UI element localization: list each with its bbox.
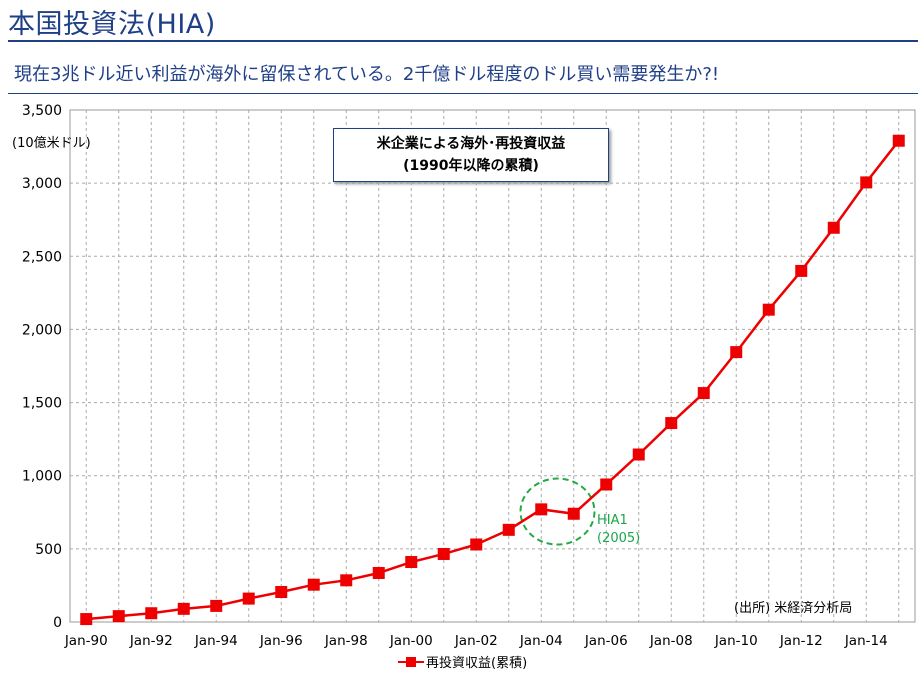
- y-tick-label: 1,500: [22, 396, 62, 412]
- data-point: [827, 221, 840, 234]
- data-point: [795, 264, 808, 277]
- hia-annotation-line2: (2005): [597, 531, 641, 546]
- plot-area: [69, 109, 916, 623]
- subtitle-divider: [8, 93, 918, 94]
- data-point: [340, 574, 353, 587]
- chart-title-line1: 米企業による海外･再投資収益: [376, 136, 566, 152]
- series-line: [86, 139, 900, 621]
- x-tick-label: Jan-10: [714, 633, 758, 649]
- y-tick-label: 0: [53, 615, 62, 631]
- chart-title-box: 米企業による海外･再投資収益 (1990年以降の累積): [333, 128, 609, 182]
- x-tick-label: Jan-14: [844, 633, 888, 649]
- y-tick-label: 2,000: [22, 322, 62, 338]
- data-point: [730, 346, 743, 359]
- data-point: [80, 613, 93, 626]
- y-tick-label: 1,000: [22, 469, 62, 485]
- legend-label: 再投資収益(累積): [426, 656, 528, 671]
- data-point: [145, 607, 158, 620]
- hia-annotation-line1: HIA1: [597, 513, 628, 528]
- y-tick-label: 500: [35, 542, 62, 558]
- data-point: [437, 547, 450, 560]
- x-tick-label: Jan-96: [259, 633, 303, 649]
- page-title: 本国投資法(HIA): [8, 9, 216, 40]
- hia-annotation-circle: [519, 477, 596, 546]
- x-tick-label: Jan-02: [454, 633, 498, 649]
- x-tick-label: Jan-94: [194, 633, 238, 649]
- hia-annotation-label: HIA1 (2005): [597, 512, 640, 548]
- data-point: [372, 566, 385, 579]
- data-point: [697, 387, 710, 400]
- data-point: [177, 602, 190, 615]
- x-tick-label: Jan-04: [519, 633, 563, 649]
- data-point: [470, 538, 483, 551]
- x-tick-label: Jan-06: [584, 633, 628, 649]
- data-point: [307, 578, 320, 591]
- x-tick-label: Jan-90: [64, 633, 108, 649]
- y-tick-label: 3,500: [22, 103, 62, 119]
- chart-title-line2: (1990年以降の累積): [403, 158, 539, 174]
- data-point: [242, 592, 255, 605]
- data-point: [632, 448, 645, 461]
- chart-legend: 再投資収益(累積): [398, 652, 527, 671]
- y-tick-label: 2,500: [22, 249, 62, 265]
- page-subtitle: 現在3兆ドル近い利益が海外に留保されている。2千億ドル程度のドル買い需要発生か?…: [14, 64, 720, 85]
- data-point: [535, 503, 548, 516]
- y-unit-label: (10億米ドル): [12, 136, 91, 151]
- x-tick-label: Jan-08: [649, 633, 693, 649]
- data-point: [762, 303, 775, 316]
- data-point: [860, 176, 873, 189]
- data-point: [892, 134, 905, 147]
- y-tick-label: 3,000: [22, 176, 62, 192]
- data-point: [275, 586, 288, 599]
- x-tick-label: Jan-98: [324, 633, 368, 649]
- data-point: [112, 610, 125, 623]
- title-divider: [8, 40, 918, 42]
- data-point: [567, 507, 580, 520]
- data-point: [210, 599, 223, 612]
- data-point: [600, 478, 613, 491]
- data-point: [665, 417, 678, 430]
- data-point: [502, 523, 515, 536]
- x-tick-label: Jan-92: [129, 633, 173, 649]
- x-tick-label: Jan-00: [389, 633, 433, 649]
- source-label: (出所) 米経済分析局: [734, 601, 853, 616]
- data-point: [405, 556, 418, 569]
- legend-swatch: [398, 656, 424, 668]
- x-tick-label: Jan-12: [779, 633, 823, 649]
